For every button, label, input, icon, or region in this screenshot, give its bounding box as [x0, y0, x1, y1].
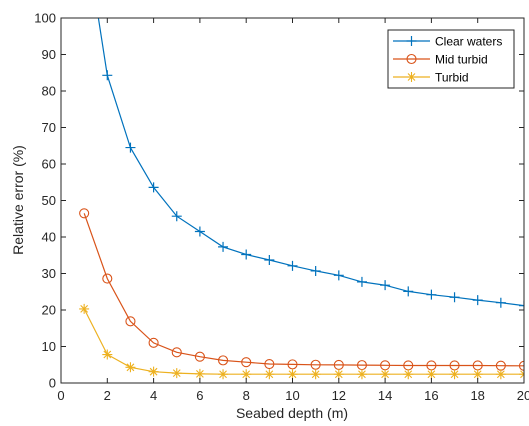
- legend-item-mid-turbid: Mid turbid: [393, 53, 488, 67]
- data-point-turbid: [495, 369, 506, 380]
- data-point-turbid: [194, 368, 205, 379]
- data-point-clear-waters: [148, 182, 159, 193]
- x-tick-label: 12: [332, 388, 346, 403]
- data-point-turbid: [287, 369, 298, 380]
- legend: Clear waters Mid turbid Turbid: [387, 29, 515, 89]
- x-tick-label: 0: [57, 388, 64, 403]
- data-point-clear-waters: [171, 211, 182, 222]
- data-point-turbid: [310, 369, 321, 380]
- data-point-turbid: [472, 369, 483, 380]
- y-tick-label: 70: [42, 120, 56, 135]
- y-tick-label: 20: [42, 303, 56, 318]
- legend-marker: [406, 36, 417, 46]
- data-point-mid-turbid: [241, 357, 252, 368]
- data-point-turbid: [380, 369, 391, 380]
- legend-label: Mid turbid: [435, 53, 488, 67]
- data-point-turbid: [403, 369, 414, 380]
- x-tick-label: 2: [104, 388, 111, 403]
- data-point-clear-waters: [356, 276, 367, 287]
- data-point-clear-waters: [495, 297, 506, 308]
- data-point-turbid: [171, 368, 182, 379]
- data-point-turbid: [102, 349, 113, 360]
- data-point-clear-waters: [380, 280, 391, 291]
- y-tick-label: 30: [42, 266, 56, 281]
- y-axis-title: Relative error (%): [10, 145, 26, 255]
- y-tick-label: 100: [34, 11, 56, 26]
- legend-label: Turbid: [435, 71, 469, 85]
- legend-label: Clear waters: [435, 35, 502, 49]
- data-point-mid-turbid: [148, 337, 159, 348]
- data-point-clear-waters: [218, 241, 229, 252]
- data-point-clear-waters: [125, 142, 136, 153]
- data-point-turbid: [79, 303, 90, 314]
- data-point-clear-waters: [264, 254, 275, 265]
- data-point-turbid: [125, 362, 136, 373]
- data-point-mid-turbid: [518, 360, 524, 371]
- data-point-clear-waters: [241, 249, 252, 260]
- data-point-clear-waters: [472, 295, 483, 306]
- x-tick-label: 8: [243, 388, 250, 403]
- x-tick-label: 10: [285, 388, 299, 403]
- y-tick-label: 80: [42, 84, 56, 99]
- y-tick-label: 40: [42, 230, 56, 245]
- x-tick-label: 16: [424, 388, 438, 403]
- x-axis-title: Seabed depth (m): [236, 405, 348, 421]
- data-point-turbid: [356, 369, 367, 380]
- y-tick-label: 0: [49, 376, 56, 391]
- y-tick-label: 90: [42, 47, 56, 62]
- data-point-mid-turbid: [171, 347, 182, 358]
- data-point-clear-waters: [426, 289, 437, 300]
- x-tick-label: 4: [150, 388, 157, 403]
- data-point-turbid: [241, 369, 252, 380]
- data-point-clear-waters: [102, 70, 113, 81]
- y-tick-label: 10: [42, 339, 56, 354]
- data-point-turbid: [218, 369, 229, 380]
- data-point-clear-waters: [333, 270, 344, 281]
- legend-item-turbid: Turbid: [393, 71, 469, 85]
- data-point-clear-waters: [519, 300, 524, 311]
- series-clear-waters: [97, 18, 524, 311]
- data-point-clear-waters: [403, 286, 414, 297]
- x-tick-label: 20: [517, 388, 529, 403]
- x-tick-label: 6: [196, 388, 203, 403]
- y-tick-label: 60: [42, 157, 56, 172]
- data-point-mid-turbid: [264, 358, 275, 370]
- x-tick-label: 14: [378, 388, 392, 403]
- data-point-clear-waters: [194, 226, 205, 237]
- data-point-turbid: [449, 369, 460, 380]
- series-turbid: [79, 303, 524, 380]
- data-point-mid-turbid: [125, 316, 136, 327]
- x-tick-label: 18: [470, 388, 484, 403]
- data-point-turbid: [426, 369, 437, 380]
- legend-marker: [406, 72, 417, 82]
- data-point-mid-turbid: [287, 359, 298, 370]
- legend-item-clear-waters: Clear waters: [393, 35, 502, 49]
- y-tick-label: 50: [42, 193, 56, 208]
- data-point-clear-waters: [449, 292, 460, 303]
- data-point-mid-turbid: [102, 273, 113, 284]
- data-point-mid-turbid: [218, 355, 229, 366]
- data-point-turbid: [333, 369, 344, 380]
- data-point-turbid: [148, 366, 159, 377]
- data-point-turbid: [264, 369, 275, 380]
- data-point-mid-turbid: [79, 208, 90, 219]
- data-point-clear-waters: [310, 265, 321, 276]
- data-point-clear-waters: [287, 260, 298, 271]
- legend-marker: [406, 53, 417, 65]
- data-point-mid-turbid: [194, 351, 205, 362]
